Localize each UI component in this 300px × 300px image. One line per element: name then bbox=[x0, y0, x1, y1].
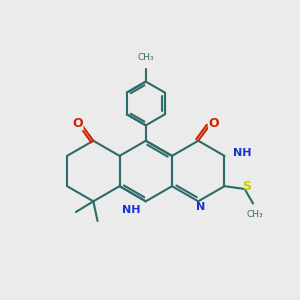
Text: CH₃: CH₃ bbox=[137, 53, 154, 62]
Text: N: N bbox=[196, 202, 206, 212]
Text: S: S bbox=[242, 180, 251, 193]
Text: NH: NH bbox=[233, 148, 252, 158]
Text: O: O bbox=[72, 117, 83, 130]
Text: CH₃: CH₃ bbox=[246, 210, 263, 219]
Text: O: O bbox=[208, 117, 219, 130]
Text: O: O bbox=[72, 117, 83, 130]
Text: NH: NH bbox=[122, 205, 140, 215]
Text: O: O bbox=[208, 117, 219, 130]
